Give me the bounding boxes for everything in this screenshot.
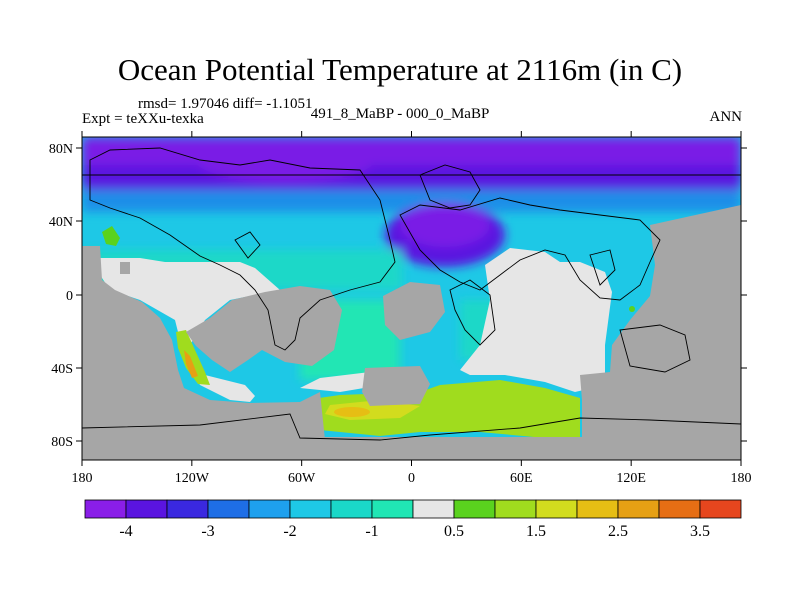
lon-label: 0 xyxy=(408,471,415,486)
land-australia-east xyxy=(580,205,741,440)
map-title: Ocean Potential Temperature at 2116m (in… xyxy=(117,52,683,87)
colorbar-label: -4 xyxy=(119,523,132,540)
colorbar-label: 3.5 xyxy=(690,523,710,540)
colorbar-label: -1 xyxy=(365,523,378,540)
coastlines xyxy=(82,147,741,441)
north-transition-band xyxy=(82,190,741,212)
east-indian-warm-spot xyxy=(629,306,635,312)
colorbar xyxy=(84,499,742,519)
land-south-atlantic-block xyxy=(362,366,430,406)
latitude-labels: 80N 40N 0 40S 80S xyxy=(49,142,73,450)
colorbar-swatch xyxy=(617,499,660,519)
colorbar-swatch xyxy=(494,499,537,519)
arctic-coldest-band xyxy=(82,137,741,165)
lon-label: 180 xyxy=(72,471,93,486)
lat-label: 80N xyxy=(49,142,73,157)
colorbar-swatch xyxy=(207,499,250,519)
colorbar-swatch xyxy=(576,499,619,519)
north-atlantic-core xyxy=(400,203,490,247)
coastline-antarctica xyxy=(82,413,741,441)
lon-label: 180 xyxy=(731,471,752,486)
axis-ticks xyxy=(76,131,747,466)
colorbar-swatch xyxy=(453,499,496,519)
land-africa xyxy=(383,282,445,340)
colorbar-label: -2 xyxy=(283,523,296,540)
colorbar-label: -3 xyxy=(201,523,214,540)
colorbar-swatch xyxy=(535,499,578,519)
colorbar-labels: -4 -3 -2 -1 0.5 1.5 2.5 3.5 xyxy=(119,523,710,540)
colorbar-label: 2.5 xyxy=(608,523,628,540)
southeast-pacific-warm-strip xyxy=(176,330,210,385)
southeast-pacific-warm-core xyxy=(184,350,198,378)
experiment-label: Expt = teXXu-texka xyxy=(82,111,204,127)
coastline-australia xyxy=(619,324,691,373)
colorbar-label: 0.5 xyxy=(444,523,464,540)
colorbar-swatch xyxy=(330,499,373,519)
rmsd-diff-stats: rmsd= 1.97046 diff= -1.1051 xyxy=(138,96,313,112)
colorbar-swatch xyxy=(84,499,127,519)
land-island-west xyxy=(120,262,130,274)
season-label: ANN xyxy=(709,109,743,125)
north-pacific-warm-spot xyxy=(102,226,120,246)
lat-label: 0 xyxy=(66,289,73,304)
colorbar-swatch xyxy=(371,499,414,519)
coastline-africa-interior xyxy=(449,279,496,346)
colorbar-swatch xyxy=(125,499,168,519)
coastline-gulf xyxy=(234,231,261,259)
colorbar-swatch xyxy=(248,499,291,519)
lat-label: 80S xyxy=(51,435,73,450)
lon-label: 120E xyxy=(616,471,646,486)
coastline-eurasia xyxy=(399,197,661,301)
arctic-core-west xyxy=(195,138,375,182)
colorbar-swatch xyxy=(412,499,455,519)
lat-label: 40S xyxy=(51,362,73,377)
colorbar-label: 1.5 xyxy=(526,523,546,540)
colorbar-swatch xyxy=(166,499,209,519)
coastline-greenland xyxy=(419,164,481,209)
colorbar-swatch xyxy=(658,499,701,519)
indian-ocean-neutral-zone xyxy=(460,248,612,392)
lon-label: 120W xyxy=(175,471,210,486)
land-west-pacific xyxy=(82,246,325,460)
colorbar-swatch xyxy=(289,499,332,519)
coastline-india xyxy=(589,249,616,286)
land-antarctic-shelf xyxy=(82,437,741,460)
lon-label: 60E xyxy=(510,471,533,486)
lat-label: 40N xyxy=(49,215,73,230)
comparison-label: 491_8_MaBP - 000_0_MaBP xyxy=(310,106,490,122)
coastline-north-america xyxy=(89,147,396,351)
map-plot-area xyxy=(82,137,741,460)
colorbar-swatch xyxy=(699,499,742,519)
southern-ocean-peak-anomaly xyxy=(334,407,370,417)
lon-label: 60W xyxy=(288,471,316,486)
longitude-labels: 180 120W 60W 0 60E 120E 180 xyxy=(72,471,752,486)
land-south-america xyxy=(186,286,342,372)
